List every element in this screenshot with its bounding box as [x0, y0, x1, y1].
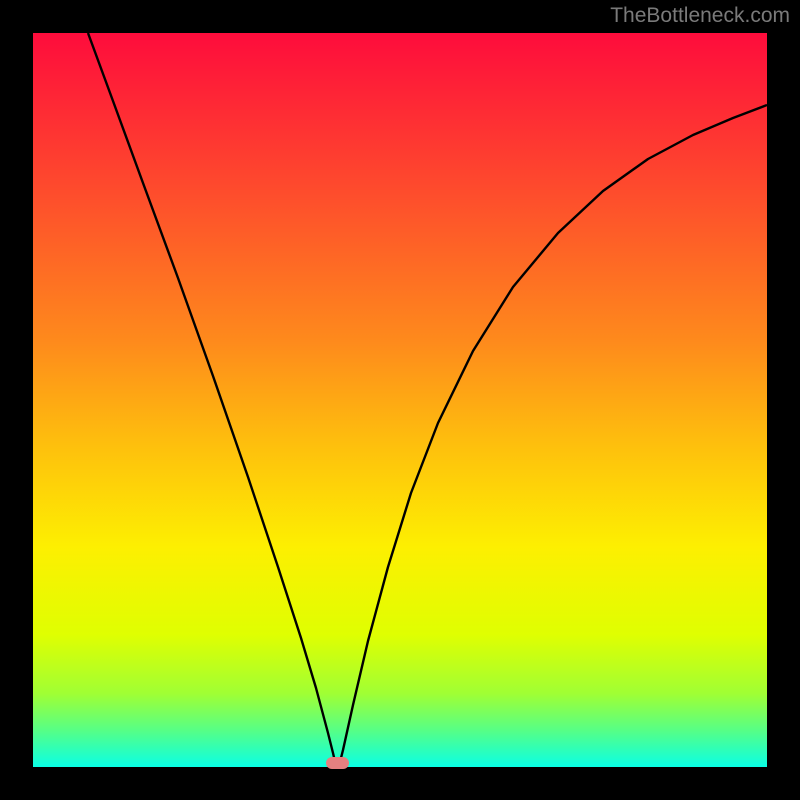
- watermark-text: TheBottleneck.com: [610, 4, 790, 28]
- curve-minimum-marker: [326, 757, 349, 769]
- curve-path: [88, 33, 767, 766]
- bottleneck-curve: [33, 33, 767, 767]
- chart-plot-area: [33, 33, 767, 767]
